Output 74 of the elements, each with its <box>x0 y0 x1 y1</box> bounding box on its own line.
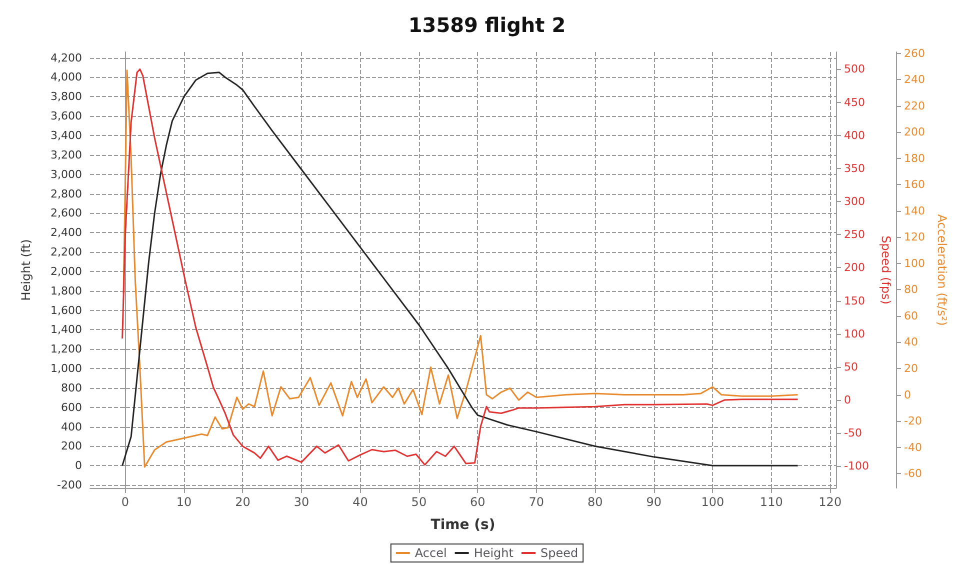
y-tick-label: 400 <box>61 420 82 434</box>
y-tick-label: 3,200 <box>50 148 82 162</box>
y-tick-label: 2,600 <box>50 206 82 220</box>
x-tick-label: 50 <box>411 495 427 509</box>
y2-tick-label: 50 <box>844 360 858 374</box>
y3-tick-label: 180 <box>904 152 925 165</box>
x-tick-label: 120 <box>818 495 842 509</box>
y3-tick-label: 80 <box>904 283 918 296</box>
y-tick-label: 600 <box>61 400 82 414</box>
x-tick-label: 10 <box>176 495 192 509</box>
y-tick-label: 1,600 <box>50 304 82 317</box>
y3-tick-label: 220 <box>904 99 925 112</box>
y-tick-label: 3,000 <box>50 168 82 181</box>
y-tick-label: 1,800 <box>50 284 82 298</box>
y2-tick-label: 250 <box>844 228 865 242</box>
x-tick-label: 30 <box>294 495 310 509</box>
y3-tick-label: -20 <box>904 414 922 428</box>
y3-tick-label: 160 <box>904 178 925 192</box>
y3-tick-label: -60 <box>904 467 922 480</box>
y2-tick-label: 0 <box>844 394 851 407</box>
y3-tick-label: 120 <box>904 230 925 244</box>
y2-tick-label: 150 <box>844 294 865 308</box>
y-tick-label: 4,000 <box>50 70 82 84</box>
y3-tick-label: 60 <box>904 309 918 322</box>
y2-tick-label: 100 <box>844 327 865 340</box>
x-axis-title: Time (s) <box>430 517 496 533</box>
y-tick-label: 1,200 <box>50 342 82 356</box>
y3-tick-label: -40 <box>904 440 922 454</box>
y2-tick-label: -50 <box>844 426 862 440</box>
x-tick-label: 20 <box>235 495 250 509</box>
x-tick-label: 110 <box>760 495 783 509</box>
y3-tick-label: 100 <box>904 256 925 270</box>
y3-tick-label: 40 <box>904 336 918 349</box>
legend-label: Height <box>474 546 514 560</box>
x-tick-label: 40 <box>352 495 368 509</box>
y-tick-label: 3,400 <box>50 129 82 142</box>
y3-tick-label: 200 <box>904 126 925 139</box>
y-tick-label: 200 <box>61 440 82 453</box>
x-tick-label: 70 <box>528 495 544 509</box>
y3-axis-title: Acceleration (ft/s²) <box>934 214 949 326</box>
chart-title: 13589 flight 2 <box>408 13 566 37</box>
y-tick-label: 1,400 <box>50 323 82 336</box>
x-tick-label: 0 <box>121 495 130 509</box>
y2-tick-label: 400 <box>844 128 865 142</box>
y3-tick-label: 0 <box>904 388 911 402</box>
y2-axis-title: Speed (fps) <box>878 236 893 304</box>
y-tick-label: 2,000 <box>50 264 82 278</box>
y3-tick-label: 260 <box>904 46 925 60</box>
y2-tick-label: 350 <box>844 162 865 175</box>
x-tick-label: 80 <box>588 495 603 509</box>
y-tick-label: -200 <box>57 478 82 492</box>
legend-label: Accel <box>414 546 447 560</box>
y-tick-label: 2,400 <box>50 226 82 240</box>
y3-tick-label: 240 <box>904 73 925 86</box>
y-tick-label: 0 <box>75 459 82 472</box>
y-tick-label: 1,000 <box>50 362 82 376</box>
legend-label: Speed <box>540 546 578 560</box>
y-tick-label: 2,800 <box>50 187 82 200</box>
y2-tick-label: 200 <box>844 261 865 274</box>
x-tick-label: 100 <box>701 495 724 509</box>
y-axis-title: Height (ft) <box>19 239 33 301</box>
x-tick-label: 90 <box>646 495 662 509</box>
y-tick-label: 3,600 <box>50 110 82 123</box>
y3-tick-label: 140 <box>904 204 925 218</box>
y2-tick-label: -100 <box>844 460 869 473</box>
y-tick-label: 800 <box>61 381 82 394</box>
x-tick-label: 60 <box>470 495 486 509</box>
y2-tick-label: 450 <box>844 96 865 109</box>
y2-tick-label: 500 <box>844 62 865 76</box>
y-tick-label: 4,200 <box>50 51 82 64</box>
y-tick-label: 2,200 <box>50 246 82 259</box>
y3-tick-label: 20 <box>904 362 918 375</box>
y2-tick-label: 300 <box>844 195 865 208</box>
y-tick-label: 3,800 <box>50 90 82 104</box>
